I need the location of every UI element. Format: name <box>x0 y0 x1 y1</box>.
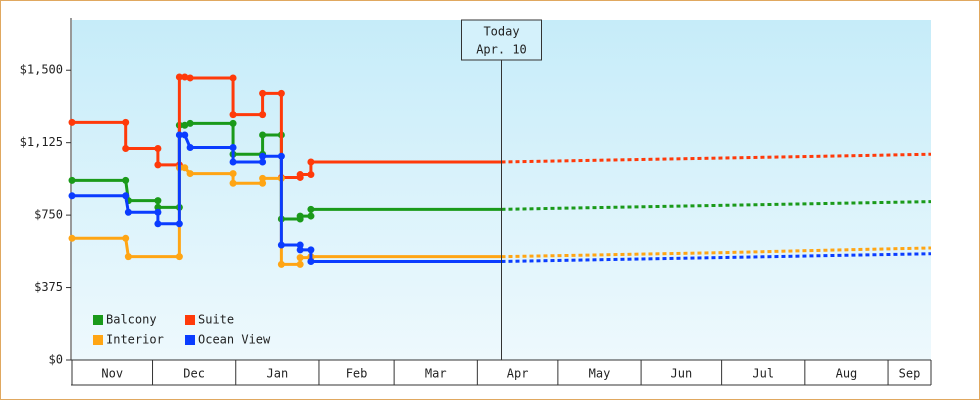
y-tick-label: $750 <box>34 208 63 222</box>
legend-swatch <box>185 335 195 345</box>
point-marker <box>296 246 304 254</box>
point-marker <box>229 170 237 178</box>
point-marker <box>229 74 237 82</box>
point-marker <box>259 174 267 182</box>
legend-label: Balcony <box>106 313 157 327</box>
today-label: Today <box>483 25 519 39</box>
point-marker <box>296 171 304 179</box>
point-marker <box>296 212 304 220</box>
point-marker <box>181 131 189 139</box>
point-marker <box>154 208 162 216</box>
point-marker <box>307 257 315 265</box>
y-tick-label: $1,125 <box>20 135 63 149</box>
point-marker <box>175 220 183 228</box>
point-marker <box>307 212 315 220</box>
point-marker <box>68 234 76 242</box>
point-marker <box>122 192 130 200</box>
point-marker <box>122 176 130 184</box>
point-marker <box>259 89 267 97</box>
legend-label: Interior <box>106 333 164 347</box>
point-marker <box>296 260 304 268</box>
point-marker <box>259 152 267 160</box>
legend-swatch <box>93 315 103 325</box>
point-marker <box>229 158 237 166</box>
point-marker <box>229 144 237 151</box>
point-marker <box>154 161 162 169</box>
point-marker <box>175 73 183 81</box>
point-marker <box>307 246 315 254</box>
legend-swatch <box>93 335 103 345</box>
point-marker <box>181 73 189 81</box>
point-marker <box>259 179 267 187</box>
y-tick-label: $0 <box>49 353 63 367</box>
point-marker <box>154 197 162 205</box>
x-tick-label: Jun <box>671 367 693 381</box>
point-marker <box>186 170 194 178</box>
point-marker <box>68 176 76 184</box>
x-tick-label: Aug <box>836 367 858 381</box>
point-marker <box>229 179 237 187</box>
forecast-line <box>501 246 932 259</box>
x-tick-label: Nov <box>101 367 123 381</box>
legend-swatch <box>185 315 195 325</box>
legend-label: Ocean View <box>198 333 271 347</box>
point-marker <box>154 220 162 228</box>
point-marker <box>68 192 76 200</box>
point-marker <box>186 74 194 82</box>
point-marker <box>259 111 267 119</box>
x-tick-label: Apr <box>507 367 529 381</box>
point-marker <box>122 118 130 126</box>
point-marker <box>186 119 194 127</box>
point-marker <box>259 158 267 166</box>
today-date: Apr. 10 <box>476 43 527 57</box>
point-marker <box>277 241 285 249</box>
forecast-line <box>501 152 932 164</box>
point-marker <box>122 234 130 242</box>
point-marker <box>229 119 237 127</box>
forecast-line <box>501 200 932 211</box>
point-marker <box>122 144 130 152</box>
point-marker <box>154 144 162 152</box>
point-marker <box>296 241 304 249</box>
point-marker <box>229 111 237 119</box>
x-tick-label: Dec <box>183 367 205 381</box>
point-marker <box>307 158 315 166</box>
point-marker <box>124 208 132 216</box>
legend-label: Suite <box>198 313 234 327</box>
point-marker <box>124 253 132 261</box>
today-box <box>461 19 542 61</box>
point-marker <box>277 152 285 160</box>
point-marker <box>68 118 76 126</box>
x-tick-label: Jul <box>752 367 774 381</box>
point-marker <box>307 205 315 213</box>
point-marker <box>175 253 183 261</box>
x-tick-label: Jan <box>267 367 289 381</box>
y-tick-label: $1,500 <box>20 63 63 77</box>
forecast-line <box>501 252 932 263</box>
x-tick-label: Sep <box>899 367 921 381</box>
point-marker <box>277 260 285 268</box>
point-marker <box>154 203 162 211</box>
point-marker <box>181 164 189 172</box>
point-marker <box>186 144 194 151</box>
point-marker <box>181 121 189 129</box>
x-tick-label: Feb <box>346 367 368 381</box>
y-tick-label: $375 <box>34 280 63 294</box>
point-marker <box>307 171 315 179</box>
point-marker <box>259 131 267 139</box>
x-tick-label: May <box>589 367 611 381</box>
point-marker <box>175 131 183 139</box>
point-marker <box>296 254 304 262</box>
x-tick-label: Mar <box>425 367 447 381</box>
point-marker <box>277 89 285 97</box>
